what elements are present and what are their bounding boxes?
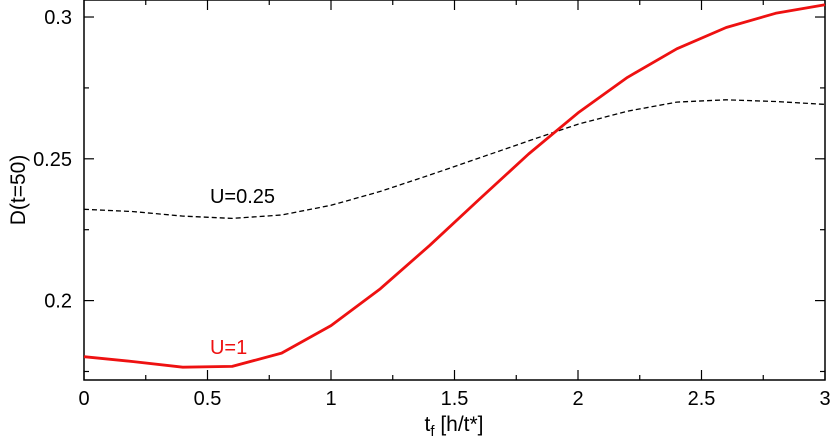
y-tick-label: 0.25 xyxy=(33,149,72,171)
series-annotation: U=0.25 xyxy=(210,186,275,208)
x-tick-label: 2.5 xyxy=(688,388,716,410)
x-tick-label: 1 xyxy=(325,388,336,410)
x-axis-label: tf [h/t*] xyxy=(424,413,483,440)
tick-labels: 0 0.5 1 1.5 2 2.5 3 0.2 0.25 0.3 xyxy=(33,7,831,410)
series-lines xyxy=(83,3,826,369)
series-line-u-0-25 xyxy=(83,99,826,220)
y-tick-label: 0.3 xyxy=(44,7,72,29)
series-line-u-1 xyxy=(83,3,826,369)
y-tick-label: 0.2 xyxy=(44,291,72,313)
x-tick-label: 1.5 xyxy=(441,388,469,410)
plot-frame xyxy=(83,0,826,381)
x-tick-label: 0 xyxy=(78,388,89,410)
x-tick-label: 0.5 xyxy=(194,388,222,410)
tick-marks xyxy=(83,0,826,380)
series-annotations: U=0.25 U=1 xyxy=(210,186,275,359)
series-annotation: U=1 xyxy=(210,337,247,359)
x-tick-label: 3 xyxy=(819,388,830,410)
y-axis-label: D(t=50) xyxy=(7,155,30,226)
x-tick-label: 2 xyxy=(572,388,583,410)
